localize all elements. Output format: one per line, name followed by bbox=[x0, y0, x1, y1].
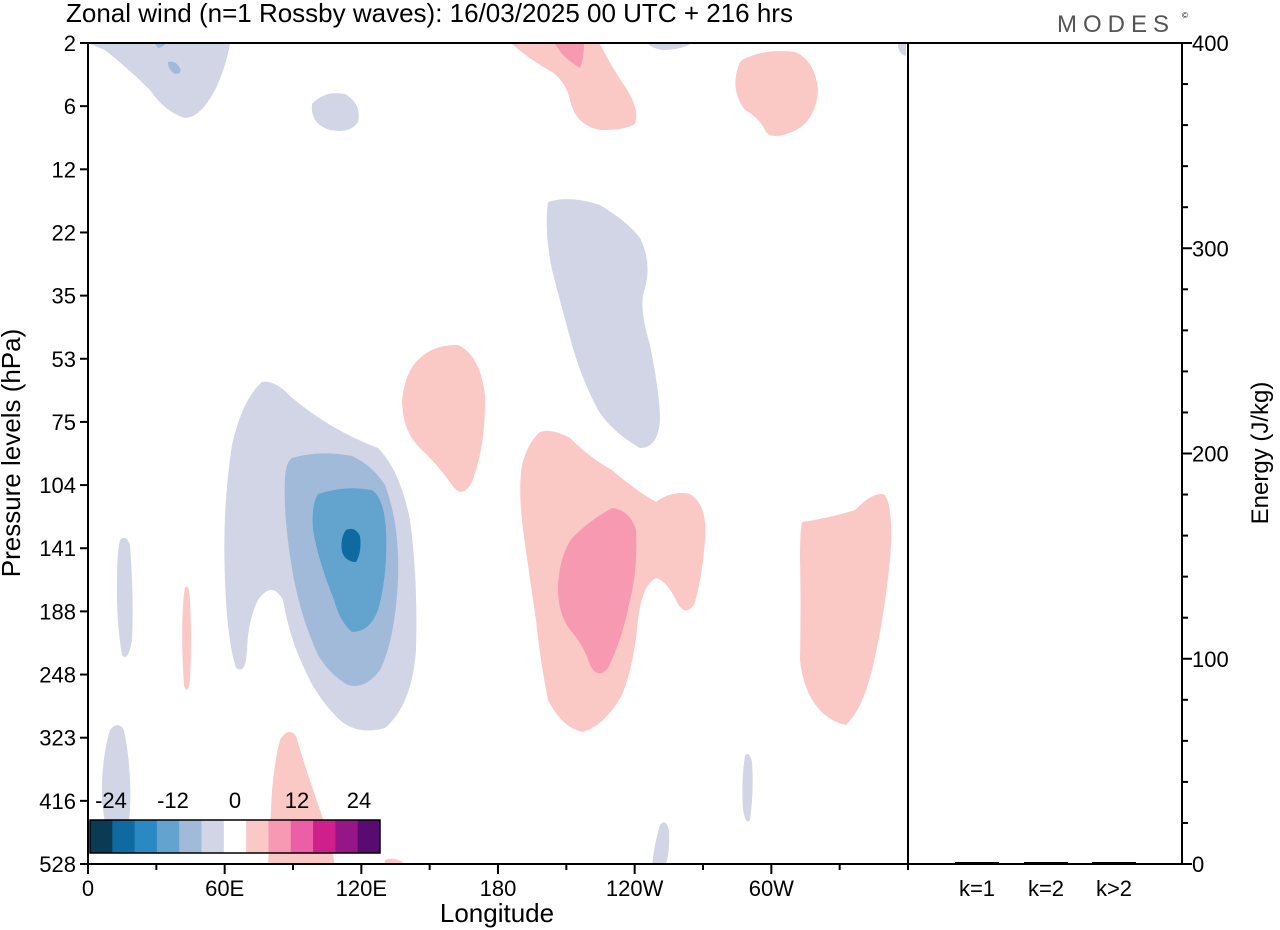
colorbar-swatch-12 bbox=[357, 820, 381, 853]
colorbar-swatch-1 bbox=[112, 820, 136, 853]
main-plot-frame bbox=[87, 42, 909, 865]
colorbar-swatch-5 bbox=[201, 820, 225, 853]
colorbar-label--12: -12 bbox=[157, 788, 189, 813]
y-tick-label-104: 104 bbox=[39, 473, 76, 498]
x-tick-label-60E: 60E bbox=[205, 876, 244, 901]
y-tick-label-528: 528 bbox=[39, 852, 76, 877]
contour-pos-2-thin bbox=[182, 586, 191, 690]
modes-logo: MODES bbox=[1057, 11, 1175, 38]
y-tick-label-248: 248 bbox=[39, 663, 76, 688]
energy-tick-label-400: 400 bbox=[1192, 31, 1229, 56]
energy-tick-label-200: 200 bbox=[1192, 442, 1229, 467]
colorbar: -24 -12 0 12 24 bbox=[89, 788, 381, 854]
logo-mark: © bbox=[1182, 11, 1188, 20]
y-tick-label-323: 323 bbox=[39, 726, 76, 751]
energy-tick-label-0: 0 bbox=[1192, 852, 1204, 877]
contour-neg-4-top-left bbox=[168, 61, 181, 74]
contour-neg-2-top-right bbox=[898, 44, 906, 56]
contour-neg-2-top-mid bbox=[648, 44, 690, 50]
y-tick-label-416: 416 bbox=[39, 789, 76, 814]
contour-neg-24-core bbox=[341, 528, 361, 562]
contour-neg-2-stratosphere bbox=[546, 199, 660, 448]
colorbar-swatch-0 bbox=[90, 820, 113, 853]
contour-neg-2-small bbox=[311, 93, 359, 131]
x-tick-label-60W: 60W bbox=[749, 876, 794, 901]
y-tick-label-12: 12 bbox=[52, 157, 76, 182]
x-tick-label-0: 0 bbox=[82, 876, 94, 901]
chart-title: Zonal wind (n=1 Rossby waves): 16/03/202… bbox=[66, 0, 793, 28]
contour-neg-2-left bbox=[116, 537, 133, 658]
energy-axis: 0 100 200 300 400 bbox=[1182, 31, 1229, 877]
y-tick-label-2: 2 bbox=[64, 31, 76, 56]
x-axis-ticks: 0 60E 120E 180 120W 60W bbox=[82, 864, 909, 901]
contour-pos-2-top bbox=[512, 44, 637, 130]
energy-bar-k=2 bbox=[1024, 862, 1068, 864]
contour-neg-4-top-small bbox=[155, 44, 165, 48]
colorbar-swatch-9 bbox=[290, 820, 314, 853]
energy-category-label-k=2: k=2 bbox=[1028, 876, 1064, 901]
y-tick-label-188: 188 bbox=[39, 599, 76, 624]
energy-tick-label-100: 100 bbox=[1192, 647, 1229, 672]
y-tick-label-141: 141 bbox=[39, 536, 76, 561]
contour-pos-6-top bbox=[555, 44, 584, 68]
energy-bar-k=1 bbox=[955, 862, 999, 864]
energy-category-label-k=1: k=1 bbox=[959, 876, 995, 901]
energy-bar-k>2 bbox=[1092, 862, 1136, 864]
colorbar-label-12: 12 bbox=[285, 788, 309, 813]
colorbar-swatch-10 bbox=[313, 820, 336, 853]
energy-tick-label-300: 300 bbox=[1192, 236, 1229, 261]
contour-fills bbox=[90, 44, 906, 864]
y-axis-label: Pressure levels (hPa) bbox=[0, 329, 26, 578]
energy-bars: k=1 k=2 k>2 bbox=[955, 862, 1136, 901]
colorbar-swatch-2 bbox=[134, 820, 158, 853]
contour-pos-2-top-right bbox=[735, 51, 818, 136]
contour-pos-2-bottom-small bbox=[384, 858, 405, 864]
y-tick-label-75: 75 bbox=[52, 410, 76, 435]
x-axis-label: Longitude bbox=[440, 898, 554, 928]
colorbar-label-24: 24 bbox=[347, 788, 371, 813]
energy-axis-label: Energy (J/kg) bbox=[1247, 382, 1274, 525]
y-tick-label-6: 6 bbox=[64, 94, 76, 119]
x-tick-label-120W: 120W bbox=[606, 876, 664, 901]
x-tick-label-180: 180 bbox=[480, 876, 517, 901]
contour-neg-2-bottom-mid bbox=[652, 822, 670, 864]
contour-neg-2-top-left bbox=[90, 44, 230, 118]
colorbar-label-0: 0 bbox=[229, 788, 241, 813]
colorbar-swatch-4 bbox=[179, 820, 203, 853]
y-tick-label-35: 35 bbox=[52, 284, 76, 309]
energy-category-label-k>2: k>2 bbox=[1096, 876, 1132, 901]
contour-pos-2-east bbox=[800, 494, 892, 725]
y-tick-label-22: 22 bbox=[52, 220, 76, 245]
colorbar-swatch-6 bbox=[223, 820, 247, 853]
colorbar-frame bbox=[89, 819, 381, 854]
contour-neg-2-east bbox=[742, 754, 753, 822]
colorbar-swatch-7 bbox=[246, 820, 269, 853]
contour-pos-6-main bbox=[557, 508, 637, 674]
colorbar-swatch-8 bbox=[268, 820, 292, 853]
contour-pos-2-mid bbox=[402, 344, 486, 492]
colorbar-swatch-11 bbox=[335, 820, 359, 853]
colorbar-swatch-3 bbox=[156, 820, 180, 853]
y-axis-levels: 2 6 12 22 35 53 75 104 141 188 248 323 416 528 bbox=[39, 31, 88, 877]
colorbar-label--24: -24 bbox=[95, 788, 127, 813]
x-tick-label-120E: 120E bbox=[336, 876, 387, 901]
y-tick-label-53: 53 bbox=[52, 347, 76, 372]
